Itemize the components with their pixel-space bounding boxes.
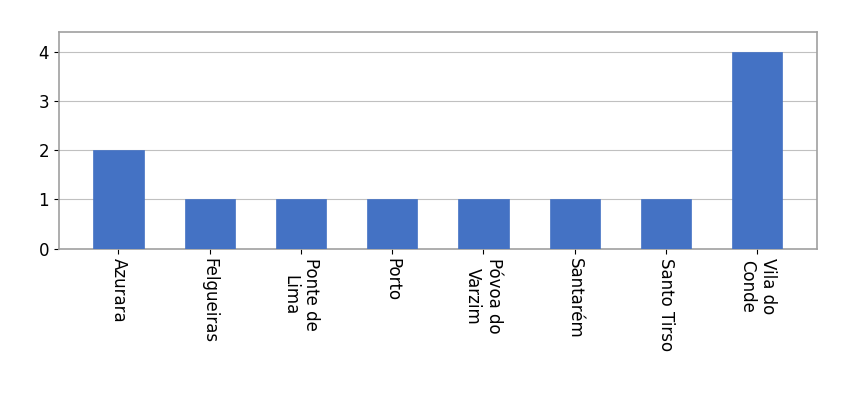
Bar <box>550 199 600 249</box>
Bar <box>367 199 418 249</box>
Bar <box>641 199 691 249</box>
Bar <box>732 52 782 249</box>
Bar <box>93 150 144 249</box>
Bar <box>276 199 326 249</box>
Bar <box>184 199 235 249</box>
Bar <box>458 199 509 249</box>
